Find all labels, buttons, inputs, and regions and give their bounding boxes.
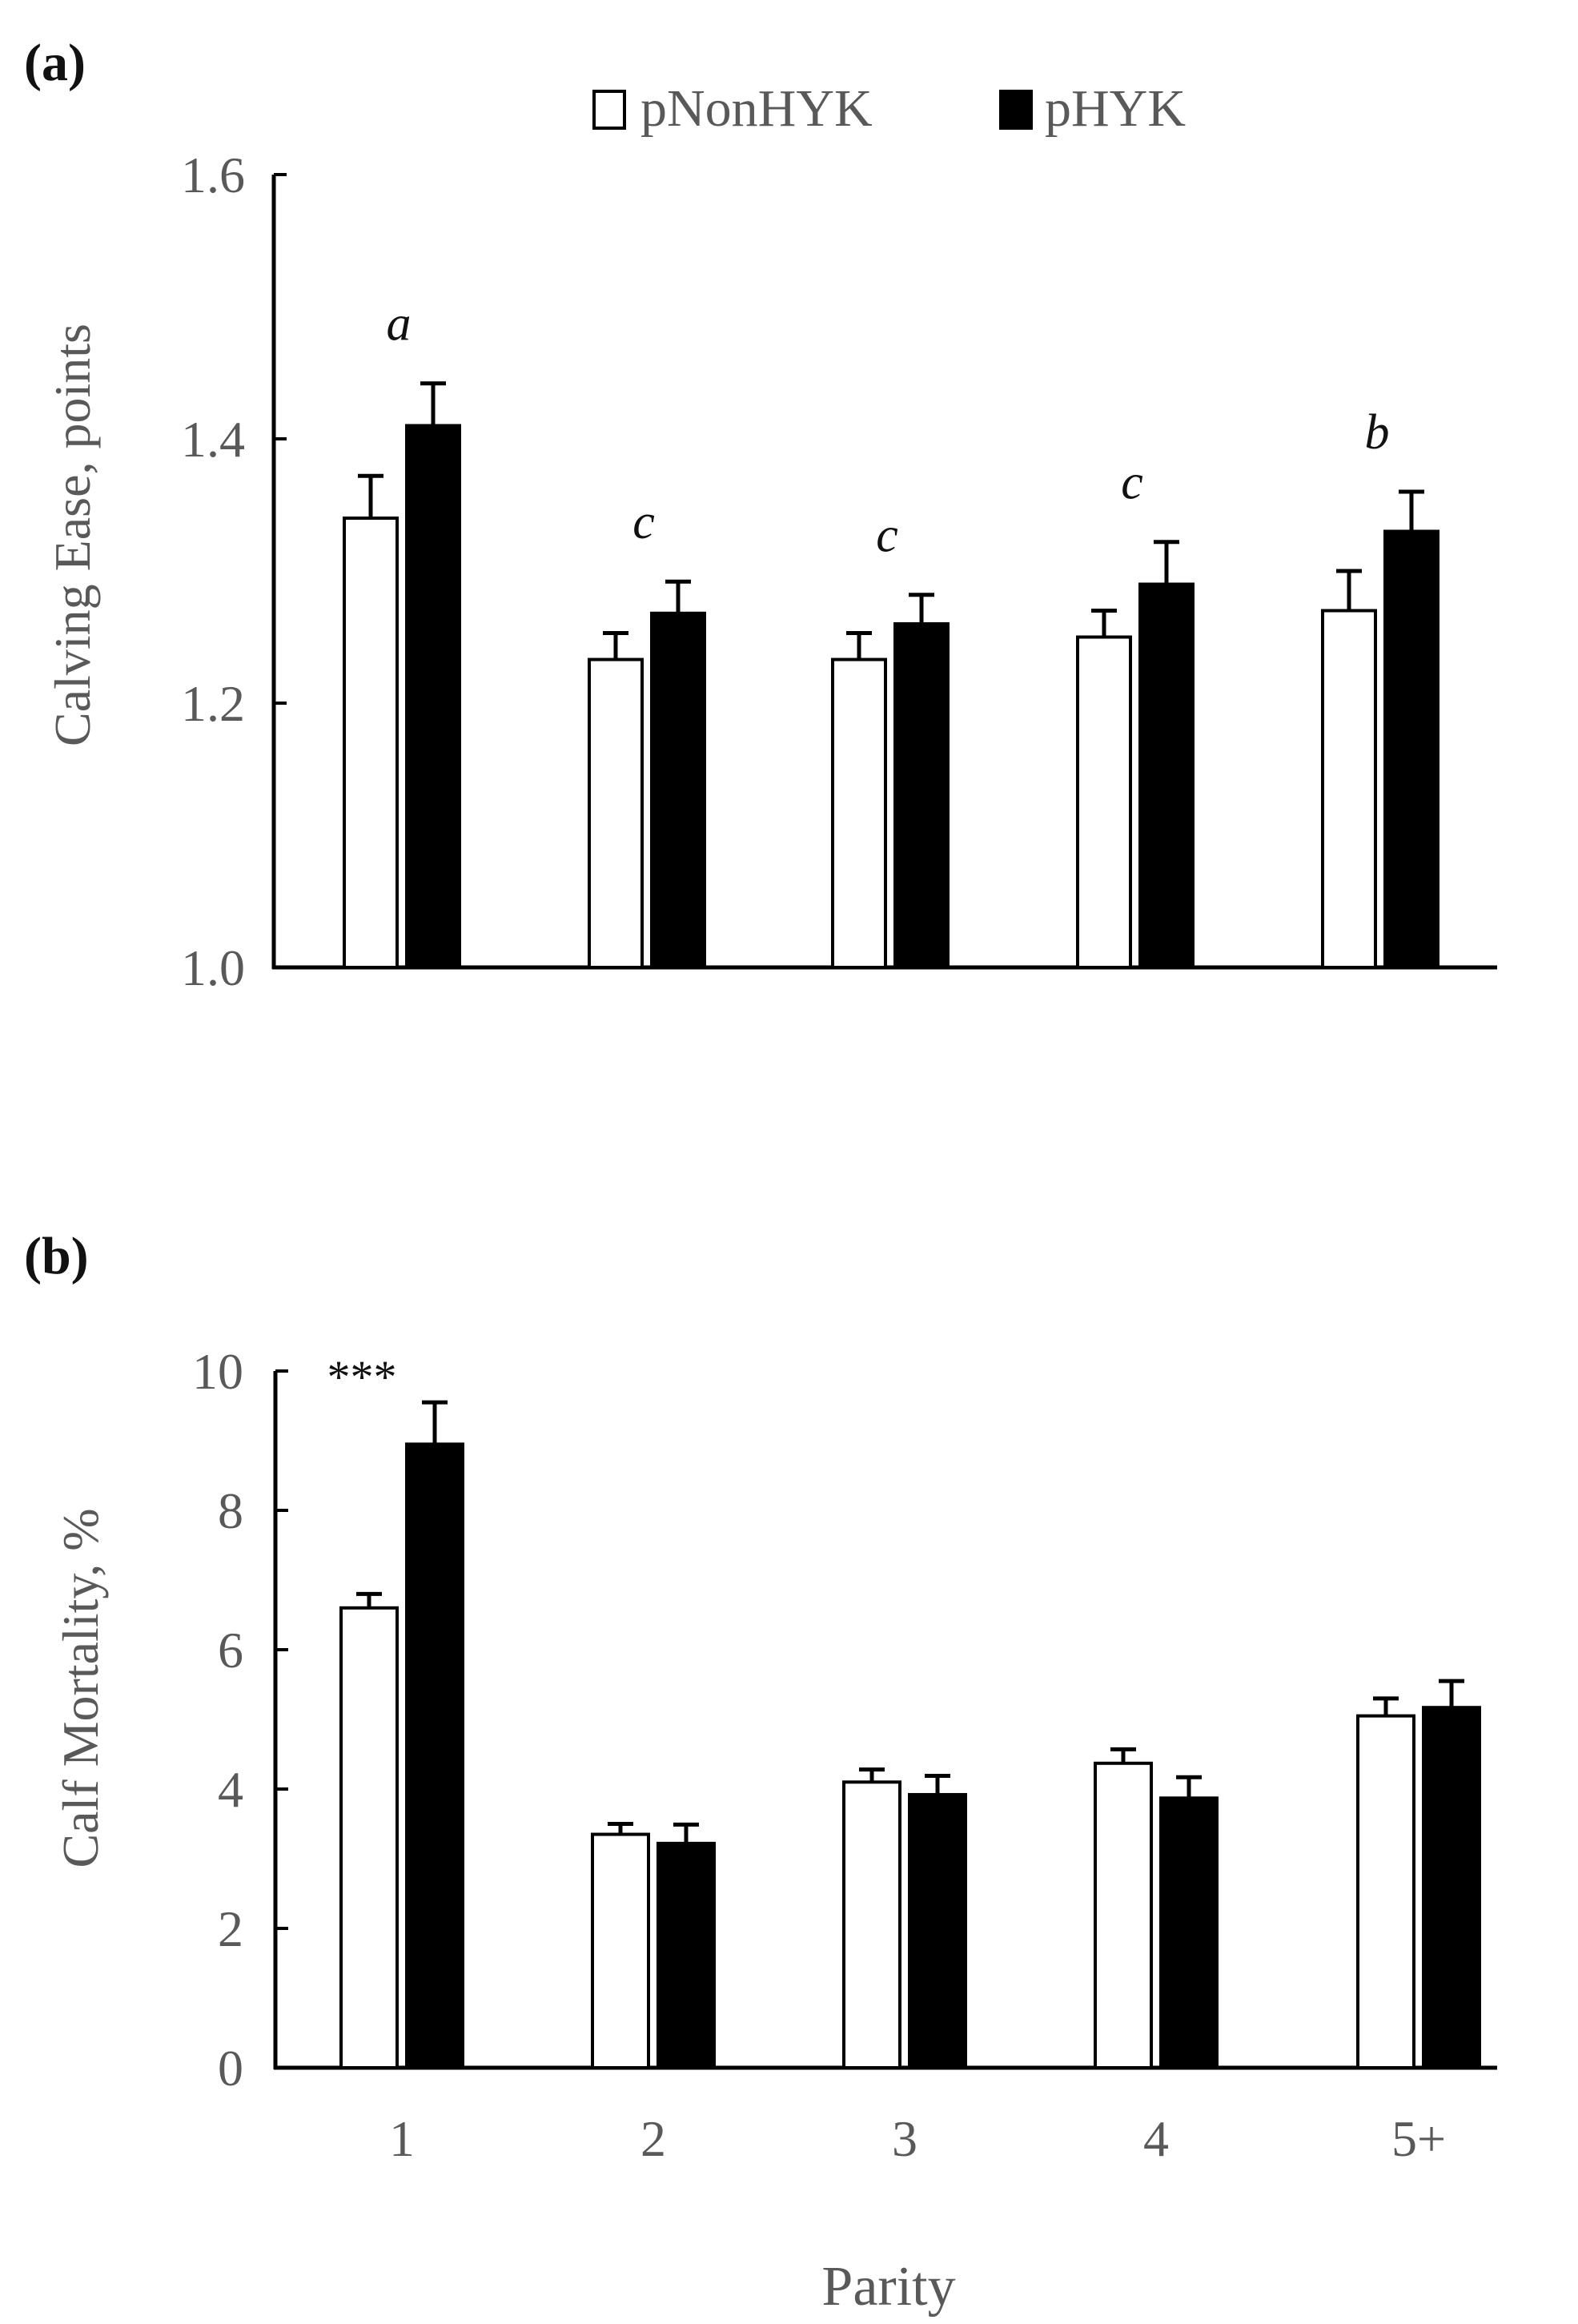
group-letter-annotation-a: b: [1365, 405, 1390, 460]
y-tick-label-a: 1.4: [181, 411, 245, 468]
bar-pnonhyk-b: [591, 1832, 650, 2070]
y-tick-label-a: 1.2: [181, 675, 245, 732]
bar-pnonhyk-a: [588, 657, 644, 969]
legend-label-phyk: pHYK: [1045, 79, 1186, 138]
x-tick-label-b: 5+: [1391, 2110, 1446, 2167]
bar-phyk-a: [1138, 582, 1195, 969]
bar-phyk-b: [908, 1792, 967, 2069]
y-tick-label-b: 4: [218, 1761, 243, 1818]
x-tick-label-b: 4: [1143, 2110, 1169, 2167]
y-tick-label-b: 8: [218, 1482, 243, 1539]
group-letter-annotation-a: c: [1121, 456, 1143, 510]
y-tick-label-a: 1.0: [181, 939, 245, 996]
panel-a-label: (a): [24, 34, 86, 92]
x-tick-label-b: 1: [389, 2110, 415, 2167]
group-letter-annotation-a: c: [632, 495, 655, 549]
x-tick-label-b: 3: [892, 2110, 917, 2167]
legend-label-pnonhyk: pNonHYK: [640, 79, 873, 138]
plot-b: 0 2 4 6 8 10 *** 1 2 3 4 5+: [192, 1343, 1497, 2167]
bar-pnonhyk-a: [1321, 609, 1377, 969]
bar-pnonhyk-b: [1356, 1714, 1415, 2069]
y-tick-label-b: 6: [218, 1622, 243, 1679]
y-axis-title-a: Calving Ease, points: [44, 324, 101, 746]
group-letter-annotation-a: a: [387, 297, 412, 352]
y-axis-title-b: Calf Mortality, %: [52, 1508, 109, 1868]
y-tick-label-b: 2: [218, 1900, 243, 1957]
group-letter-annotation-a: c: [876, 509, 898, 563]
bar-pnonhyk-b: [1094, 1761, 1153, 2070]
y-tick-label-b: 0: [218, 2040, 243, 2097]
bar-phyk-b: [656, 1841, 716, 2070]
bar-pnonhyk-b: [339, 1606, 399, 2070]
bar-phyk-a: [893, 622, 950, 969]
bar-pnonhyk-a: [343, 517, 399, 969]
legend-swatch-phyk: [999, 90, 1033, 130]
panel-b-label: (b): [24, 1227, 89, 1285]
bar-phyk-b: [405, 1442, 464, 2069]
y-tick-label-a: 1.6: [181, 147, 245, 203]
bar-phyk-b: [1422, 1706, 1481, 2069]
x-axis-title-b: Parity: [821, 2256, 955, 2318]
bar-phyk-a: [650, 611, 706, 969]
bar-phyk-b: [1159, 1796, 1219, 2070]
plot-a: 1.0 1.2 1.4 1.6 a c c c b: [181, 147, 1497, 996]
x-tick-label-b: 2: [640, 2110, 666, 2167]
bar-pnonhyk-a: [1076, 635, 1132, 969]
y-tick-label-b: 10: [192, 1343, 243, 1400]
bar-phyk-a: [405, 424, 461, 969]
significance-annotation-b: ***: [327, 1351, 397, 1403]
legend: pNonHYK pHYK: [592, 79, 1186, 138]
bar-phyk-a: [1383, 529, 1439, 969]
legend-swatch-pnonhyk: [592, 90, 626, 130]
bar-pnonhyk-b: [842, 1780, 901, 2070]
bar-pnonhyk-a: [831, 657, 887, 969]
